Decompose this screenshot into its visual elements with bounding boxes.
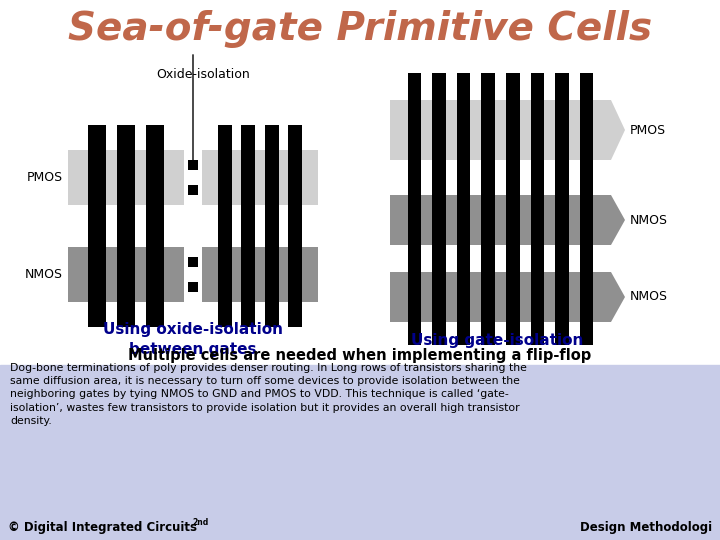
Bar (288, 222, 302, 327)
Text: PMOS: PMOS (27, 171, 63, 184)
Bar (188, 258, 198, 267)
Bar (146, 222, 163, 327)
Bar (241, 222, 256, 327)
Text: Sea-of-gate Primitive Cells: Sea-of-gate Primitive Cells (68, 10, 652, 48)
Bar (146, 125, 163, 230)
Text: NMOS: NMOS (630, 291, 668, 303)
Bar (188, 160, 198, 170)
Bar (202, 247, 318, 302)
Text: Multiple cells are needed when implementing a flip-flop: Multiple cells are needed when implement… (128, 348, 592, 363)
Bar (457, 73, 470, 187)
Text: NMOS: NMOS (25, 268, 63, 281)
Bar (580, 249, 593, 345)
Polygon shape (611, 100, 625, 160)
Bar (89, 125, 106, 230)
Text: Design Methodologi: Design Methodologi (580, 521, 712, 534)
Bar (288, 125, 302, 230)
Bar (432, 249, 446, 345)
Bar (457, 172, 470, 267)
Bar (555, 249, 569, 345)
Bar (188, 185, 198, 194)
Bar (0, 365, 720, 540)
Bar (218, 222, 232, 327)
Bar (457, 249, 470, 345)
Bar (390, 100, 611, 160)
Bar (531, 73, 544, 187)
Bar (390, 272, 611, 322)
Bar (531, 249, 544, 345)
Bar (117, 125, 135, 230)
Bar (482, 249, 495, 345)
Bar (506, 249, 520, 345)
Bar (482, 172, 495, 267)
Polygon shape (611, 272, 625, 322)
Bar (580, 73, 593, 187)
Text: PMOS: PMOS (630, 124, 666, 137)
Text: 2nd: 2nd (192, 518, 208, 527)
Bar (265, 222, 279, 327)
Bar (408, 73, 421, 187)
Text: Using gate-isolation: Using gate-isolation (411, 333, 584, 348)
Bar (580, 172, 593, 267)
Bar (432, 73, 446, 187)
Bar (408, 249, 421, 345)
Polygon shape (611, 195, 625, 245)
Bar (188, 282, 198, 292)
Bar (218, 125, 232, 230)
Bar (68, 247, 184, 302)
Bar (482, 73, 495, 187)
Bar (506, 172, 520, 267)
Text: Oxide-isolation: Oxide-isolation (156, 68, 250, 81)
Bar (390, 195, 611, 245)
Bar (241, 125, 256, 230)
Text: NMOS: NMOS (630, 213, 668, 226)
Text: © Digital Integrated Circuits: © Digital Integrated Circuits (8, 521, 197, 534)
Bar (68, 150, 184, 205)
Bar (432, 172, 446, 267)
Bar (202, 150, 318, 205)
Bar (408, 172, 421, 267)
Bar (555, 172, 569, 267)
Text: Dog-bone terminations of poly provides denser routing. In Long rows of transisto: Dog-bone terminations of poly provides d… (10, 363, 527, 426)
Bar (265, 125, 279, 230)
Bar (506, 73, 520, 187)
Bar (117, 222, 135, 327)
Bar (555, 73, 569, 187)
Bar (531, 172, 544, 267)
Bar (89, 222, 106, 327)
Text: Using oxide-isolation
between gates: Using oxide-isolation between gates (103, 322, 283, 357)
